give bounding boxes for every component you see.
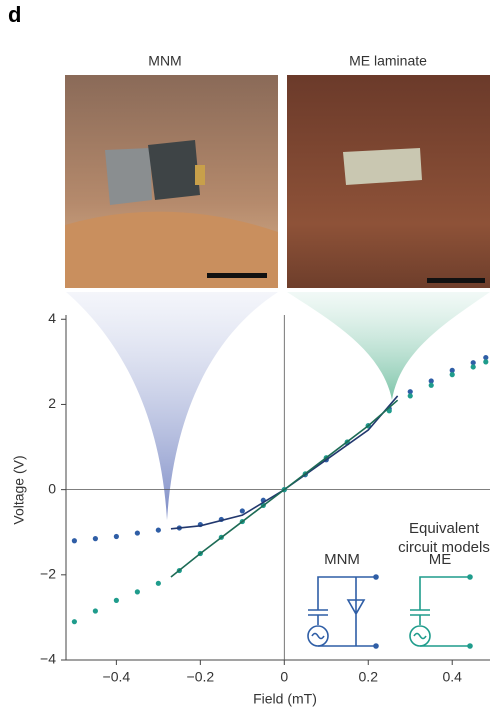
data-point <box>449 372 455 378</box>
data-point <box>92 536 98 542</box>
data-point <box>155 527 161 533</box>
funnel <box>66 292 278 520</box>
data-point <box>71 538 77 544</box>
circuit <box>307 574 473 649</box>
data-point <box>483 359 489 365</box>
data-point <box>113 533 119 540</box>
panel-label: d <box>8 2 21 27</box>
data-point <box>239 508 245 514</box>
legend-label: ME <box>429 551 452 568</box>
data-point <box>449 367 455 373</box>
annotation-line: circuit models <box>398 539 490 556</box>
data-point <box>113 597 119 603</box>
data-point <box>71 619 77 625</box>
data-point <box>470 360 476 366</box>
photo <box>287 75 490 288</box>
x-tick-label: −0.2 <box>187 669 215 685</box>
fit-line <box>170 399 399 578</box>
data-point <box>134 530 140 536</box>
data-point <box>428 378 434 384</box>
legend-label: MNM <box>324 551 360 568</box>
annotation: Equivalent circuit models <box>398 520 490 556</box>
y-tick-label: −2 <box>40 566 56 582</box>
data-point <box>470 364 476 370</box>
data-point <box>155 580 161 586</box>
x-tick-label: 0.4 <box>442 669 462 685</box>
y-tick-label: 2 <box>48 395 56 411</box>
x-tick-label: 0 <box>280 669 288 685</box>
funnel <box>287 292 490 400</box>
photo-label: ME laminate <box>349 53 427 69</box>
photo-label: MNM <box>148 53 181 69</box>
y-tick-label: 4 <box>48 310 56 326</box>
data-point <box>92 608 98 614</box>
x-axis-label: Field (mT) <box>253 691 317 707</box>
y-tick-label: 0 <box>48 480 56 496</box>
y-axis-label: Voltage (V) <box>11 455 27 524</box>
data-point <box>134 589 140 595</box>
data-point <box>483 354 489 361</box>
annotation-line: Equivalent <box>409 520 480 537</box>
y-tick-label: −4 <box>40 651 56 667</box>
x-tick-label: 0.2 <box>359 669 379 685</box>
data-point <box>428 382 434 388</box>
data-point <box>407 393 413 399</box>
data-point <box>407 389 413 395</box>
photo <box>65 75 278 288</box>
x-tick-label: −0.4 <box>103 669 131 685</box>
